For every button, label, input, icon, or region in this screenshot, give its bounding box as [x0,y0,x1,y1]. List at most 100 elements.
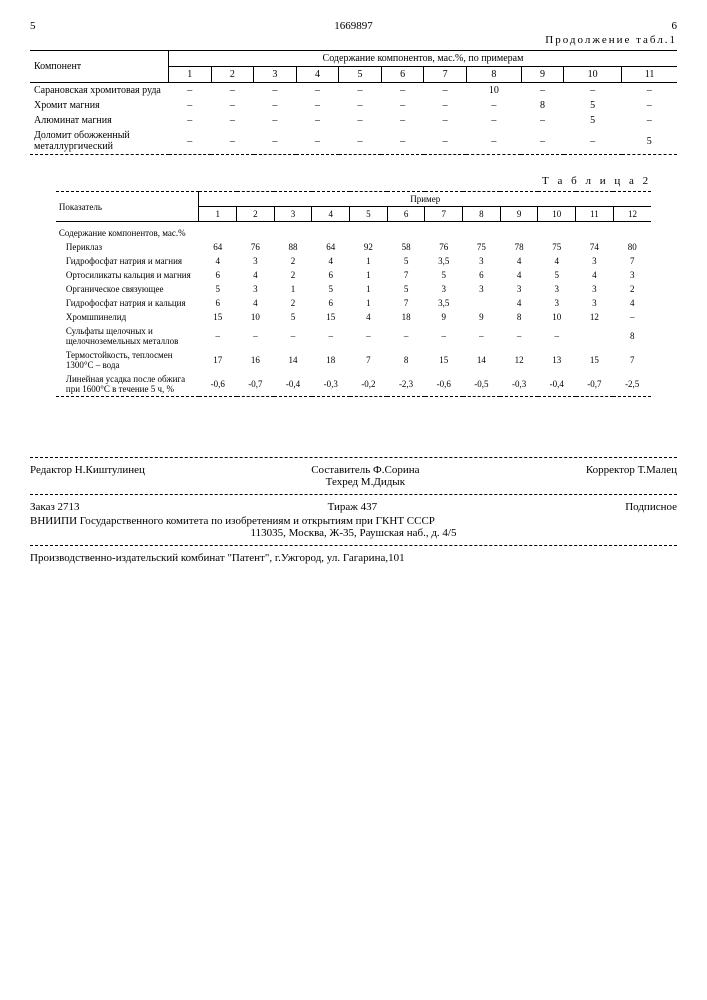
t1-cell: – [211,83,254,98]
continuation-label: Продолжение табл.1 [30,34,677,46]
t2-cell: 5 [387,254,425,268]
t2-row-label: Гидрофосфат натрия и магния [56,254,199,268]
t2-cell: 4 [237,296,275,310]
t2-cell: 15 [576,348,614,372]
t2-col: 3 [274,207,312,222]
t2-cell: 76 [425,240,463,254]
t1-cell: – [211,113,254,128]
t2-cell: -0,6 [425,372,463,397]
compiler: Составитель Ф.Сорина [311,464,419,476]
t2-cell: -0,5 [463,372,501,397]
t1-cell: – [466,128,521,155]
t2-cell: 8 [500,310,538,324]
t2-cell: 3 [500,282,538,296]
t2-cell: 13 [538,348,576,372]
t2-cell: 9 [463,310,501,324]
t1-col: 7 [424,67,467,83]
t1-cell: – [622,113,677,128]
t2-cell: 2 [274,268,312,282]
t2-cell: 64 [312,240,350,254]
t2-col-group: Пример [199,192,651,207]
t1-cell: – [381,98,424,113]
t2-cell: 4 [613,296,651,310]
t2-row-header: Показатель [56,192,199,222]
t2-cell: 7 [613,348,651,372]
t1-cell: 5 [564,98,622,113]
t2-cell: 3 [576,296,614,310]
tirazh: Тираж 437 [328,501,378,513]
t1-row-label: Сарановская хромитовая руда [30,83,169,98]
t1-cell: – [381,83,424,98]
t2-row-label: Гидрофосфат натрия и кальция [56,296,199,310]
t1-cell: – [254,83,297,98]
t1-cell: – [521,83,564,98]
t2-cell: 15 [199,310,237,324]
t2-cell: 4 [199,254,237,268]
t1-row-header: Компонент [30,51,169,83]
t1-col: 2 [211,67,254,83]
t1-cell: 5 [622,128,677,155]
t1-cell: – [424,98,467,113]
table-2-label: Т а б л и ц а 2 [30,175,651,187]
t2-col: 2 [237,207,275,222]
t2-cell: 15 [312,310,350,324]
t2-cell: 10 [237,310,275,324]
t2-cell: -0,4 [274,372,312,397]
org-line-2: Производственно-издательский комбинат "П… [30,552,677,564]
t2-col: 8 [463,207,501,222]
t1-cell: – [169,113,212,128]
page-num-right: 6 [672,20,678,32]
t2-cell: 6 [199,296,237,310]
t2-cell: – [500,324,538,348]
t2-cell: 3,5 [425,296,463,310]
t2-cell: 5 [538,268,576,282]
t2-cell: 15 [425,348,463,372]
t2-cell: 1 [350,296,388,310]
order: Заказ 2713 [30,501,80,513]
t2-cell: 8 [387,348,425,372]
t2-cell: 14 [274,348,312,372]
t2-cell: 6 [463,268,501,282]
t2-cell: 3 [463,254,501,268]
footer: Редактор Н.Киштулинец Составитель Ф.Сори… [30,457,677,564]
t1-cell: – [622,98,677,113]
t2-cell: 64 [199,240,237,254]
t1-row-label: Доломит обожженный металлургический [30,128,169,155]
t2-cell: 9 [425,310,463,324]
t2-cell: 75 [463,240,501,254]
t2-cell: 5 [274,310,312,324]
t2-cell: -0,7 [237,372,275,397]
t1-cell: – [254,113,297,128]
t2-cell [463,296,501,310]
t2-cell: 74 [576,240,614,254]
t1-cell: 5 [564,113,622,128]
t2-cell: 12 [500,348,538,372]
t2-cell: 17 [199,348,237,372]
t2-cell: 7 [387,268,425,282]
t2-cell: 3 [463,282,501,296]
t1-col: 4 [296,67,339,83]
t1-cell: – [622,83,677,98]
t2-row-label: Сульфаты щелочных и щелочноземельных мет… [56,324,199,348]
t2-cell: 1 [274,282,312,296]
t2-cell: 4 [538,254,576,268]
t2-row-label: Линейная усадка после обжига при 1600°С … [56,372,199,397]
t2-cell: 7 [613,254,651,268]
t1-cell: – [564,128,622,155]
t2-col: 12 [613,207,651,222]
t2-cell: 4 [500,296,538,310]
t2-cell: 12 [576,310,614,324]
t1-cell: – [564,83,622,98]
t1-cell: – [169,83,212,98]
t2-cell: 2 [274,254,312,268]
t2-col: 9 [500,207,538,222]
t2-cell: 4 [500,268,538,282]
t1-col: 10 [564,67,622,83]
t1-col: 3 [254,67,297,83]
t2-cell: -0,7 [576,372,614,397]
t2-col: 5 [350,207,388,222]
t1-cell: – [211,98,254,113]
t1-cell: – [424,128,467,155]
t2-cell: 5 [312,282,350,296]
t1-cell: – [296,98,339,113]
